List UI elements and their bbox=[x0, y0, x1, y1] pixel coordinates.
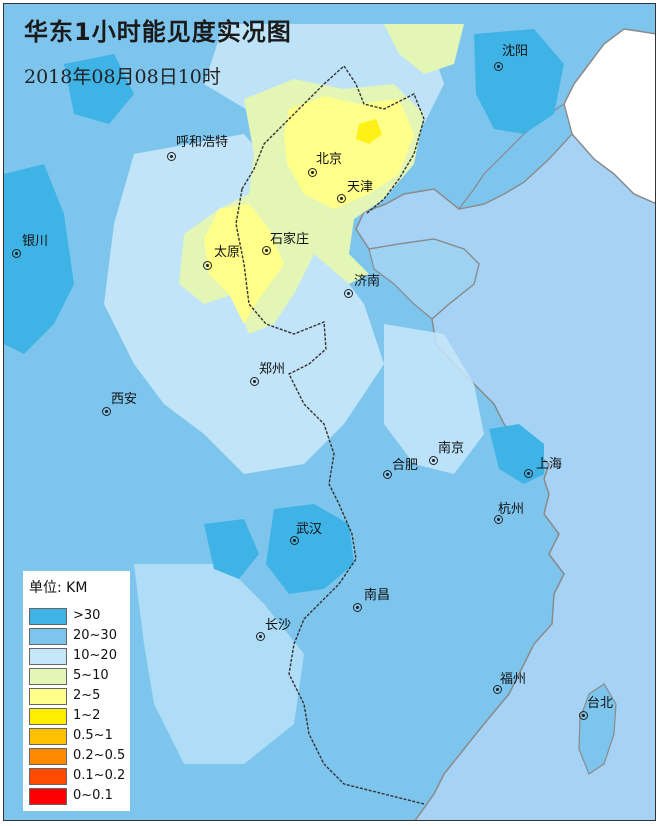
land-shandong bbox=[368, 238, 480, 320]
legend-label: 0.5~1 bbox=[73, 728, 113, 743]
city-label-fuzhou: 福州 bbox=[500, 672, 527, 687]
city-label-taiyuan: 太原 bbox=[214, 245, 241, 260]
city-label-hefei: 合肥 bbox=[392, 458, 419, 473]
city-label-shanghai: 上海 bbox=[536, 457, 563, 472]
city-marker-hohhot bbox=[167, 152, 176, 161]
city-marker-taiyuan bbox=[203, 261, 212, 270]
legend-label: >30 bbox=[73, 608, 101, 623]
zone-5-10-north bbox=[384, 24, 464, 74]
city-marker-shanghai bbox=[524, 469, 533, 478]
legend: 单位: KM >30 20~30 10~20 5~10 2~5 1~2 0.5~1 0.2~0… bbox=[23, 571, 130, 811]
city-marker-fuzhou bbox=[493, 685, 502, 694]
legend-item: 20~30 bbox=[29, 627, 129, 647]
legend-swatch bbox=[29, 708, 67, 725]
land-liaodong bbox=[457, 103, 573, 210]
zone-2-5-taiyuan bbox=[204, 204, 284, 324]
city-marker-zhengzhou bbox=[250, 377, 259, 386]
city-marker-changsha bbox=[256, 632, 265, 641]
city-marker-tianjin bbox=[337, 194, 346, 203]
legend-label: 0.2~0.5 bbox=[73, 748, 126, 763]
zone-gt30-southwest bbox=[204, 519, 259, 579]
city-label-hangzhou: 杭州 bbox=[498, 502, 525, 517]
legend-item: 2~5 bbox=[29, 687, 129, 707]
city-label-beijing: 北京 bbox=[316, 152, 343, 167]
zone-gt30-wuhan bbox=[266, 504, 354, 594]
legend-label: 5~10 bbox=[73, 668, 109, 683]
city-marker-xian bbox=[102, 407, 111, 416]
legend-swatch bbox=[29, 668, 67, 685]
legend-item: >30 bbox=[29, 607, 129, 627]
city-marker-hangzhou bbox=[494, 515, 503, 524]
city-label-tianjin: 天津 bbox=[347, 180, 374, 195]
city-label-nanchang: 南昌 bbox=[364, 588, 391, 603]
legend-item: 0.5~1 bbox=[29, 727, 129, 747]
city-marker-nanchang bbox=[353, 603, 362, 612]
zone-2-5-beijing bbox=[284, 96, 414, 209]
city-label-zhengzhou: 郑州 bbox=[259, 362, 286, 377]
map-frame: 华东1小时能见度实况图 2018年08月08日10时 沈阳 呼和浩特 北京 天津… bbox=[3, 3, 656, 821]
land-taiwan bbox=[578, 683, 617, 775]
city-label-yinchuan: 银川 bbox=[22, 234, 49, 249]
legend-label: 2~5 bbox=[73, 688, 101, 703]
legend-swatch bbox=[29, 788, 67, 805]
legend-unit-label: 单位: KM bbox=[29, 580, 88, 596]
map-title: 华东1小时能见度实况图 bbox=[24, 18, 292, 46]
city-label-shijiazhuang: 石家庄 bbox=[270, 232, 310, 247]
city-label-hohhot: 呼和浩特 bbox=[176, 135, 229, 150]
legend-item: 1~2 bbox=[29, 707, 129, 727]
zone-gt30-nw bbox=[64, 54, 134, 124]
city-marker-shijiazhuang bbox=[262, 246, 271, 255]
legend-item: 0.2~0.5 bbox=[29, 747, 129, 767]
city-marker-shenyang bbox=[494, 62, 503, 71]
city-label-taipei: 台北 bbox=[587, 696, 614, 711]
city-label-wuhan: 武汉 bbox=[296, 522, 323, 537]
legend-swatch bbox=[29, 628, 67, 645]
zone-gt30-shenyang bbox=[474, 29, 564, 134]
legend-swatch bbox=[29, 608, 67, 625]
legend-item: 5~10 bbox=[29, 667, 129, 687]
city-marker-hefei bbox=[383, 470, 392, 479]
legend-item: 0.1~0.2 bbox=[29, 767, 129, 787]
region-boundary bbox=[235, 65, 425, 805]
city-marker-beijing bbox=[308, 168, 317, 177]
city-label-jinan: 济南 bbox=[354, 274, 381, 289]
city-label-xian: 西安 bbox=[111, 392, 138, 407]
city-marker-jinan bbox=[344, 289, 353, 298]
city-marker-taipei bbox=[579, 711, 588, 720]
zone-gt30-west bbox=[4, 164, 74, 354]
zone-1-2-beijing bbox=[356, 119, 382, 144]
legend-label: 20~30 bbox=[73, 628, 117, 643]
legend-swatch bbox=[29, 748, 67, 765]
legend-label: 1~2 bbox=[73, 708, 101, 723]
legend-swatch bbox=[29, 688, 67, 705]
legend-item: 0~0.1 bbox=[29, 787, 129, 807]
city-label-changsha: 长沙 bbox=[265, 618, 292, 633]
city-label-shenyang: 沈阳 bbox=[502, 44, 529, 59]
city-marker-wuhan bbox=[290, 536, 299, 545]
city-marker-yinchuan bbox=[12, 249, 21, 258]
zone-10-20-east bbox=[384, 324, 484, 474]
legend-label: 0~0.1 bbox=[73, 788, 113, 803]
legend-label: 0.1~0.2 bbox=[73, 768, 126, 783]
legend-swatch bbox=[29, 648, 67, 665]
map-subtitle: 2018年08月08日10时 bbox=[24, 66, 221, 88]
legend-swatch bbox=[29, 728, 67, 745]
legend-label: 10~20 bbox=[73, 648, 117, 663]
zone-10-20-south bbox=[134, 564, 304, 764]
legend-item: 10~20 bbox=[29, 647, 129, 667]
city-marker-nanjing bbox=[429, 456, 438, 465]
legend-swatch bbox=[29, 768, 67, 785]
city-label-nanjing: 南京 bbox=[438, 441, 465, 456]
